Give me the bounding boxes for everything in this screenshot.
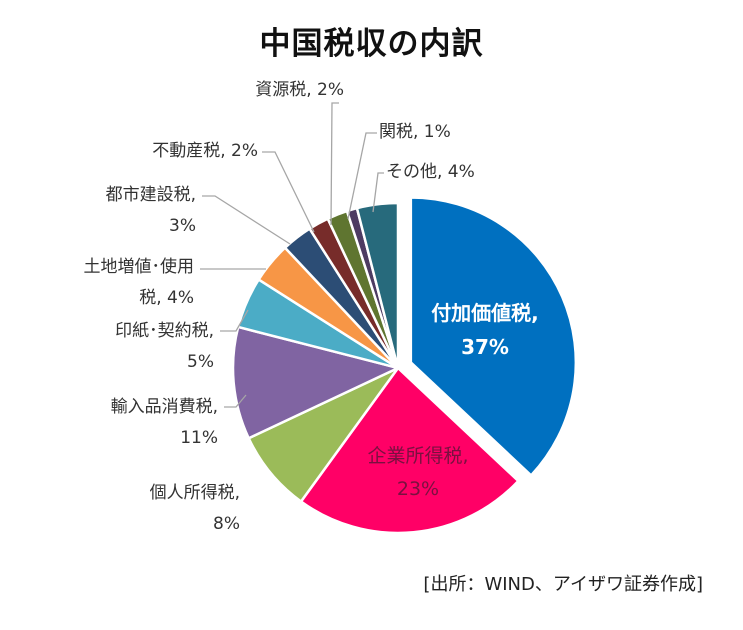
slice-label-value: 3% [169,216,196,236]
slice-label-line: 企業所得税, [367,445,468,467]
slice-label-line: 関税, 1% [379,122,451,142]
source-note: [出所：WIND、アイザワ証券作成] [423,574,703,595]
chart-title: 中国税収の内訳 [259,26,484,62]
slice-label: 都市建設税, 3% [106,185,196,236]
slice-label: 土地増値･使用税, 4% [84,256,195,308]
slice-label: 付加価値税, 37% [431,301,539,359]
slice-label-line: 印紙･契約税, [115,321,214,341]
slice-label-value: 37% [461,335,509,359]
leader-line [220,309,249,332]
slice-label: 個人所得税, 8% [150,483,240,534]
slice-label-value: 税, 4% [139,288,194,308]
pie-slice [231,325,400,440]
slice-label-line: 都市建設税, [106,185,196,205]
slice-label-line: 土地増値･使用 [84,256,195,277]
slice-label-line: 不動産税, 2% [152,141,258,161]
leader-line [330,102,339,226]
slice-label-line: 資源税, 2% [255,80,344,100]
slice-label-value: 23% [397,478,439,500]
slice-label: 資源税, 2% [255,80,344,100]
slice-label-line: 輸入品消費税, [111,397,218,417]
pie-slice [355,201,400,370]
slice-label-line: 個人所得税, [150,483,240,503]
slice-label: 関税, 1% [379,122,451,142]
slice-label: 不動産税, 2% [152,141,258,161]
leader-line [372,172,384,213]
slice-label: 企業所得税, 23% [367,445,468,500]
leader-line [202,195,291,245]
slice-label-value: 8% [213,514,240,534]
slice-label-value: 5% [187,352,214,372]
pie-slice [409,196,578,477]
pie-slice [299,366,520,535]
leader-line [224,394,247,408]
slice-label: その他, 4% [386,162,475,182]
leader-line [347,132,377,220]
slice-label: 印紙･契約税, 5% [115,321,214,372]
slice-label-line: 付加価値税, [431,301,539,325]
leader-line [262,151,315,233]
slice-label: 輸入品消費税, 11% [111,397,218,448]
slice-label-value: 11% [180,428,218,448]
slice-label-line: その他, 4% [386,162,475,182]
